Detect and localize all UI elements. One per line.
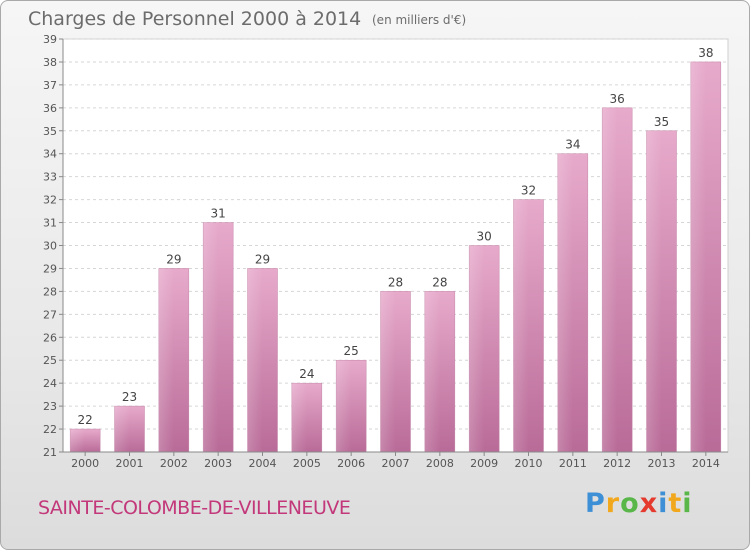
y-tick-label: 29 [43, 262, 57, 275]
value-label: 36 [610, 92, 625, 106]
x-tick-label: 2006 [337, 457, 365, 470]
y-tick-label: 35 [43, 125, 57, 138]
commune-name: SAINTE-COLOMBE-DE-VILLENEUVE [38, 497, 351, 519]
chart-title: Charges de Personnel 2000 à 2014 [28, 8, 362, 30]
y-tick-label: 22 [43, 423, 57, 436]
x-tick-label: 2002 [160, 457, 188, 470]
x-tick-label: 2011 [559, 457, 587, 470]
y-tick-label: 37 [43, 79, 57, 92]
x-tick-label: 2003 [204, 457, 232, 470]
logo-letter: x [639, 488, 659, 519]
bar-highlight [380, 291, 396, 452]
y-tick-label: 30 [43, 240, 57, 253]
y-axis: 21 22 23 24 25 26 27 28 29 30 31 32 33 34 35 36 37 38 39 [43, 33, 64, 459]
x-tick-label: 2010 [515, 457, 543, 470]
bar-highlight [469, 245, 485, 452]
value-label: 35 [654, 115, 669, 129]
y-tick-label: 39 [43, 33, 57, 46]
bar-highlight [247, 268, 263, 452]
y-tick-label: 31 [43, 217, 57, 230]
logo-letter: t [668, 488, 683, 519]
value-label: 38 [698, 46, 713, 60]
chart-subtitle: (en milliers d'€) [372, 13, 467, 27]
value-labels: 22 23 29 31 29 24 25 28 28 30 32 34 36 35 38 [78, 46, 714, 427]
bar-highlight [70, 429, 86, 452]
y-tick-label: 32 [43, 194, 57, 207]
bars [69, 61, 722, 453]
x-tick-label: 2007 [382, 457, 410, 470]
bar-highlight [646, 130, 662, 452]
logo-letter: o [620, 488, 640, 519]
value-label: 32 [521, 184, 536, 198]
value-label: 28 [432, 275, 447, 289]
x-tick-label: 2009 [470, 457, 498, 470]
logo-letter: i [658, 488, 669, 519]
x-tick-label: 2005 [293, 457, 321, 470]
x-tick-label: 2012 [603, 457, 631, 470]
y-tick-label: 28 [43, 285, 57, 298]
value-label: 29 [255, 252, 270, 266]
y-tick-label: 36 [43, 102, 57, 115]
logo-letter: r [605, 488, 621, 519]
value-label: 34 [565, 138, 580, 152]
y-tick-label: 34 [43, 148, 57, 161]
bar-highlight [203, 222, 219, 452]
y-tick-label: 24 [43, 377, 57, 390]
value-label: 31 [211, 207, 226, 221]
y-tick-label: 21 [43, 446, 57, 459]
x-axis: 2000 2001 2002 2003 2004 2005 2006 2007 2008 2009… [63, 451, 728, 470]
value-label: 25 [344, 344, 359, 358]
x-tick-label: 2013 [648, 457, 676, 470]
x-tick-label: 2014 [692, 457, 720, 470]
bar-highlight [291, 383, 307, 452]
bar-highlight [557, 153, 573, 452]
x-tick-label: 2008 [426, 457, 454, 470]
y-tick-label: 23 [43, 400, 57, 413]
x-tick-label: 2000 [71, 457, 99, 470]
value-label: 22 [78, 413, 93, 427]
y-tick-label: 27 [43, 308, 57, 321]
bar-highlight [114, 406, 130, 452]
value-label: 29 [166, 252, 181, 266]
logo-letter: P [585, 488, 606, 519]
y-tick-label: 25 [43, 354, 57, 367]
bar-highlight [513, 199, 529, 452]
bar-highlight [336, 360, 352, 452]
value-label: 23 [122, 390, 137, 404]
value-label: 30 [477, 230, 492, 244]
bar-highlight [158, 268, 174, 452]
value-label: 24 [299, 367, 314, 381]
proxiti-logo: Proxiti [585, 488, 693, 524]
y-tick-label: 38 [43, 56, 57, 69]
x-tick-label: 2001 [116, 457, 144, 470]
logo-letter: i [682, 488, 693, 519]
value-label: 28 [388, 275, 403, 289]
bar-highlight [424, 291, 440, 452]
y-tick-label: 33 [43, 171, 57, 184]
bar-highlight [602, 107, 618, 452]
y-tick-label: 26 [43, 331, 57, 344]
bar-highlight [690, 61, 706, 452]
x-tick-label: 2004 [249, 457, 277, 470]
